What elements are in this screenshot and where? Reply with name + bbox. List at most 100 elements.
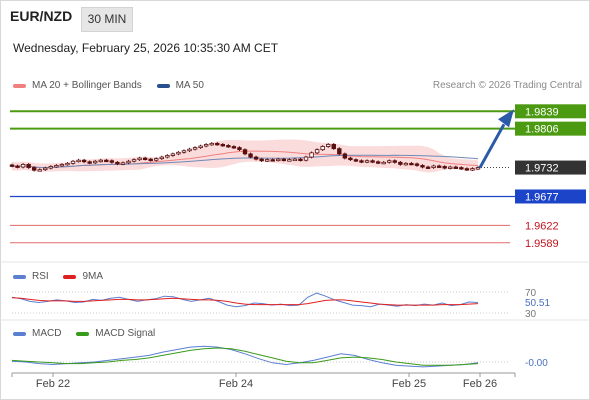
candle-body	[142, 157, 148, 160]
candle-body	[9, 164, 15, 167]
forecast-arrow-shaft	[478, 123, 506, 169]
candle-body	[70, 160, 76, 164]
candle-body	[181, 150, 187, 153]
macd-legend: MACD MACD Signal	[13, 328, 167, 339]
candle-body	[264, 159, 270, 162]
candle-body	[176, 151, 181, 155]
x-axis-tick-label: Feb 26	[463, 378, 497, 390]
candle-body	[215, 142, 220, 146]
rsi-swatch	[13, 274, 26, 279]
rsi-tick-label: 70	[525, 288, 537, 299]
support-price-tag	[515, 189, 586, 204]
candle-body	[420, 165, 425, 168]
ma50-line	[11, 154, 479, 169]
candle-body	[120, 162, 126, 165]
candle-body	[309, 152, 314, 158]
candle-body	[414, 163, 420, 166]
candle-body	[436, 165, 442, 168]
candle-body	[442, 166, 447, 169]
candle-body	[148, 158, 153, 162]
candle-body	[59, 164, 65, 167]
candle-body	[98, 159, 103, 163]
legend-rsi-ma: 9MA	[82, 271, 104, 282]
candle-body	[87, 161, 92, 164]
candle-body	[403, 162, 409, 166]
rsi-line	[11, 292, 479, 308]
candle-body	[353, 159, 359, 162]
candle-body	[137, 157, 142, 161]
candle-body	[165, 155, 170, 158]
candle-body	[220, 144, 226, 147]
candle-body	[115, 161, 120, 165]
resistance-price-tag	[515, 104, 586, 119]
rsi-current-value: 50.51	[525, 298, 550, 309]
candle-body	[48, 166, 54, 169]
candle-body	[54, 165, 59, 168]
candle-body	[398, 161, 403, 165]
candle-body	[359, 160, 364, 163]
timeframe-button[interactable]: 30 MIN	[81, 7, 133, 32]
ma50-swatch	[156, 83, 170, 88]
candle-body	[281, 158, 287, 162]
candle-body	[253, 156, 259, 160]
current-price-label: 1.9732	[525, 163, 559, 175]
candle-body	[409, 162, 414, 166]
candle-body	[381, 161, 386, 165]
candle-body	[348, 157, 353, 161]
candle-body	[31, 167, 37, 171]
macd-swatch	[13, 331, 26, 336]
candle-body	[431, 165, 436, 168]
candle-body	[226, 145, 231, 148]
rsi-tick-label: 30	[525, 309, 537, 320]
macd-signal-swatch	[76, 331, 90, 336]
candle-body	[292, 158, 298, 162]
forecast-arrow-head	[498, 109, 514, 128]
candle-body	[326, 144, 331, 147]
support-level-label: 1.9622	[525, 220, 559, 232]
candle-body	[170, 153, 176, 156]
candle-body	[375, 161, 381, 164]
candle-body	[287, 159, 292, 162]
candle-body	[370, 160, 375, 163]
candle-body	[337, 148, 342, 155]
candle-body	[187, 148, 192, 152]
candle-body	[203, 144, 209, 147]
candle-body	[109, 160, 115, 163]
candle-body	[20, 164, 26, 168]
x-axis-tick-label: Feb 24	[219, 378, 253, 390]
candle-body	[276, 158, 281, 162]
macd-signal-line	[11, 347, 479, 366]
candle-body	[342, 153, 348, 159]
candle-body	[43, 167, 48, 171]
candle-body	[392, 160, 397, 163]
currency-pair-title: EUR/NZD	[10, 8, 73, 24]
legend-ma20-bollinger: MA 20 + Bollinger Bands	[32, 80, 142, 91]
macd-current-value: -0.00	[525, 358, 548, 369]
candle-body	[464, 168, 470, 171]
legend-rsi: RSI	[32, 271, 49, 282]
candle-body	[453, 166, 459, 169]
rsi-ma-line	[11, 297, 479, 306]
resistance-price-tag	[515, 121, 586, 136]
candle-body	[248, 153, 253, 158]
legend-macd-signal: MACD Signal	[95, 328, 156, 339]
support-level-label: 1.9589	[525, 238, 559, 250]
candle-body	[448, 166, 453, 169]
candle-body	[154, 158, 159, 161]
rsi-legend: RSI 9MA	[13, 271, 115, 282]
candle-body	[131, 159, 137, 162]
current-price-tag	[515, 160, 586, 175]
candle-body	[259, 158, 264, 162]
ma20-swatch	[13, 83, 26, 88]
research-credit: Research © 2026 Trading Central	[432, 80, 582, 91]
x-axis-tick-label: Feb 22	[36, 378, 70, 390]
candle-body	[470, 168, 475, 171]
x-axis-tick-label: Feb 25	[392, 378, 426, 390]
candle-body	[331, 144, 336, 150]
candle-body	[270, 159, 275, 162]
candle-body	[242, 149, 248, 155]
candle-body	[198, 145, 203, 148]
candle-body	[76, 159, 81, 163]
main-chart-legend: MA 20 + Bollinger Bands MA 50	[13, 80, 216, 91]
